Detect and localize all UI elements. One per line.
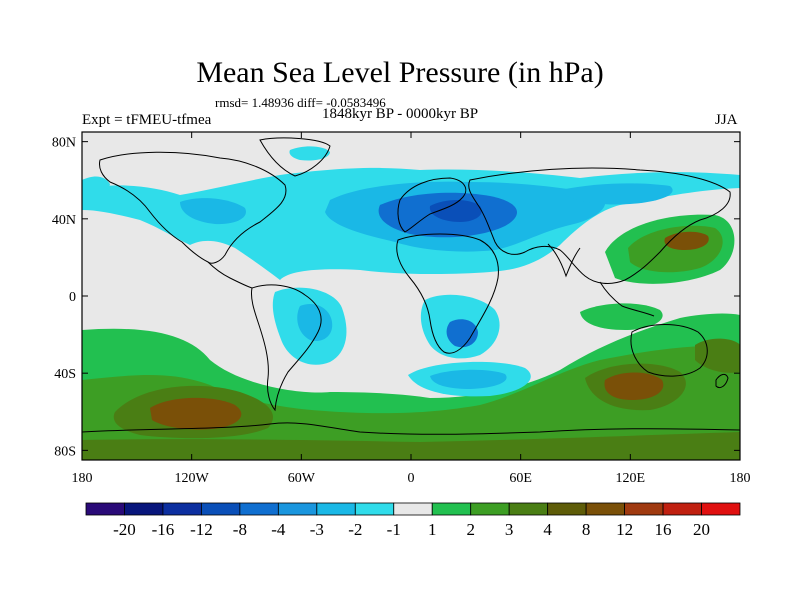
- x-tick-label: 120E: [616, 471, 646, 486]
- colorbar-swatch: [585, 502, 625, 516]
- colorbar-label: 16: [655, 520, 672, 539]
- contour-negative-south-atlantic-oval-core: [430, 369, 507, 389]
- x-tick-label: 0: [408, 471, 415, 486]
- y-axis-ticks: 80N 40N 0 40S 80S: [52, 136, 740, 459]
- colorbar-swatch: [701, 502, 741, 516]
- contour-negative-pacific-east: [560, 183, 673, 205]
- x-tick-label: 60W: [288, 471, 316, 486]
- coastline-north-america: [99, 151, 287, 264]
- coastline-antarctica: [82, 422, 740, 435]
- chart-title: Mean Sea Level Pressure (in hPa): [196, 56, 604, 89]
- colorbar-swatch: [124, 502, 164, 516]
- contour-field: [82, 132, 740, 460]
- colorbar-swatch: [354, 502, 395, 516]
- x-tick-label: 180: [72, 471, 93, 486]
- colorbar-swatch: [201, 502, 241, 516]
- contour-negative-west-na: [82, 176, 110, 196]
- contour-negative-south-america-core: [297, 303, 333, 342]
- colorbar-swatch: [393, 502, 433, 516]
- coastline-greenland: [259, 137, 331, 177]
- colorbar-label: -3: [310, 520, 324, 539]
- colorbar-label: 2: [466, 520, 475, 539]
- x-tick-label: 180: [730, 471, 751, 486]
- x-tick-label: 60E: [509, 471, 532, 486]
- coastline-central-america: [207, 261, 253, 289]
- rmsd-diff-stats: rmsd= 1.48936 diff= -0.0583496: [215, 95, 386, 110]
- coastline-southeast-asia: [599, 281, 655, 317]
- contour-negative-arctic-patch: [289, 146, 330, 161]
- colorbar-label: 12: [616, 520, 633, 539]
- x-tick-label: 120W: [175, 471, 210, 486]
- colorbar-label: -2: [348, 520, 362, 539]
- colorbar-label: -20: [113, 520, 136, 539]
- contour-positive-antarctic-band: [82, 432, 740, 460]
- colorbar-swatch: [508, 502, 549, 516]
- colorbar-swatch: [85, 502, 125, 516]
- colorbar-label: 4: [543, 520, 552, 539]
- colorbar-swatch: [431, 502, 472, 516]
- colorbar-swatch: [470, 502, 510, 516]
- colorbar-label: -1: [387, 520, 401, 539]
- y-tick-label: 80N: [52, 136, 76, 151]
- colorbar-label: 20: [693, 520, 710, 539]
- x-axis-ticks: 180 120W 60W 0 60E 120E 180: [72, 132, 751, 486]
- coastline-south-america: [251, 284, 322, 412]
- contour-positive-sw-pacific-core: [150, 397, 242, 430]
- colorbar-label: 8: [582, 520, 591, 539]
- y-tick-label: 80S: [54, 444, 76, 459]
- colorbar-swatch: [277, 502, 318, 516]
- colorbar-label: 1: [428, 520, 437, 539]
- contour-positive-west-pacific-patch: [580, 303, 663, 330]
- coastline-new-zealand: [715, 373, 729, 389]
- colorbar-label: -16: [152, 520, 175, 539]
- colorbar: -20 -16 -12 -8 -4 -3 -2 -1 1 2 3 4 8 12 16 20: [85, 502, 741, 539]
- coastline-africa: [396, 233, 499, 354]
- colorbar-label: -12: [190, 520, 213, 539]
- coastline-europe: [397, 177, 467, 233]
- colorbar-label: 3: [505, 520, 514, 539]
- coastline-australia: [630, 324, 708, 377]
- colorbar-swatch: [662, 502, 702, 516]
- season-label: JJA: [715, 112, 738, 128]
- experiment-label: Expt = tFMEU-tfmea: [82, 112, 212, 128]
- colorbar-swatch: [239, 502, 279, 516]
- colorbar-swatch: [624, 502, 664, 516]
- colorbar-swatch: [547, 502, 587, 516]
- coastline-asia: [468, 167, 731, 284]
- contour-negative-south-africa-core: [446, 319, 478, 348]
- y-tick-label: 40S: [54, 367, 76, 382]
- colorbar-label: -8: [233, 520, 247, 539]
- colorbar-swatch: [316, 502, 356, 516]
- contour-positive-south-indian-core: [604, 372, 664, 400]
- y-tick-label: 40N: [52, 213, 76, 228]
- y-tick-label: 0: [69, 290, 76, 305]
- colorbar-swatch: [162, 502, 202, 516]
- contour-negative-nw-atlantic: [180, 198, 246, 225]
- contour-negative-europe-core-inner: [429, 200, 482, 222]
- time-period-label: 1848kyr BP - 0000kyr BP: [321, 106, 479, 122]
- coastlines: [82, 137, 740, 435]
- coastline-india: [547, 243, 581, 278]
- contour-positive-tasman: [695, 338, 740, 373]
- map-frame: 180 120W 60W 0 60E 120E 180 80N 40N 0 40S 80S: [52, 131, 751, 486]
- colorbar-label: -4: [271, 520, 286, 539]
